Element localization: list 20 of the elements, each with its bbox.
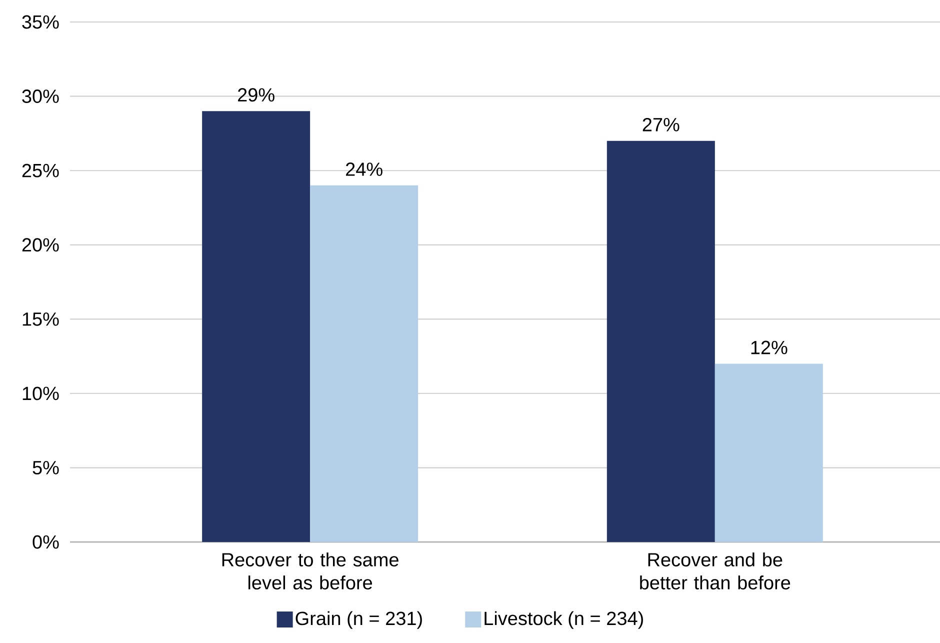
bar xyxy=(714,364,823,542)
bar xyxy=(202,111,310,542)
data-label: 27% xyxy=(642,118,680,132)
legend-label: Livestock (n = 234) xyxy=(484,611,643,629)
y-tick-label: 15% xyxy=(22,312,59,326)
y-tick-label: 25% xyxy=(22,164,59,178)
bar xyxy=(310,185,418,542)
legend-label: Grain (n = 231) xyxy=(296,611,422,629)
y-tick-label: 5% xyxy=(32,461,59,474)
y-tick-label: 35% xyxy=(22,15,59,29)
data-label: 24% xyxy=(346,162,382,176)
x-tick-label: Recover to the same level as before xyxy=(222,552,398,590)
data-label: 12% xyxy=(751,340,788,354)
y-tick-label: 0% xyxy=(32,535,59,549)
data-label: 29% xyxy=(238,88,274,102)
x-tick-label: Recover and be better than before xyxy=(640,552,790,590)
y-tick-label: 10% xyxy=(22,386,59,400)
bar xyxy=(606,140,715,542)
y-tick-label: 20% xyxy=(22,238,59,252)
y-tick-label: 30% xyxy=(22,90,59,104)
